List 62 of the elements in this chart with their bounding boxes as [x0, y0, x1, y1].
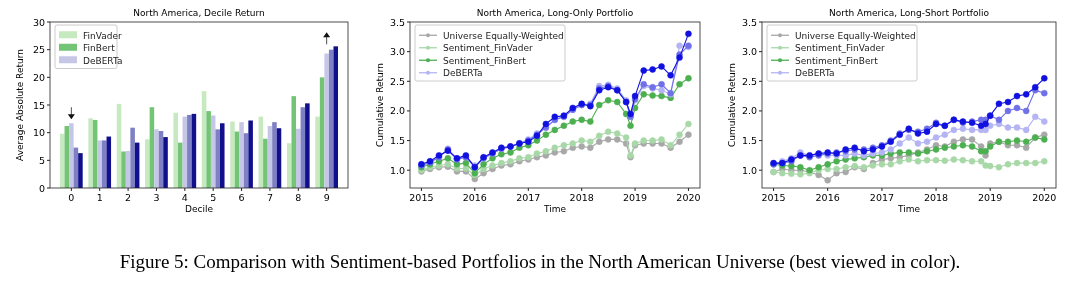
- x-tick-label: 2015: [409, 192, 434, 203]
- y-tick-label: 3.0: [741, 46, 757, 58]
- chart-title: North America, Long-Short Portfolio: [829, 8, 990, 18]
- x-tick-label: 1: [96, 192, 103, 203]
- legend-label: DeBERTa: [83, 55, 123, 66]
- legend-label: FinVader: [83, 30, 122, 41]
- x-tick-label: 2016: [462, 192, 487, 203]
- y-tick-label: 25: [32, 44, 45, 56]
- x-tick-label: 3: [153, 192, 160, 203]
- x-axis-title: Time: [896, 204, 921, 214]
- y-tick-label: 3.0: [389, 46, 405, 58]
- legend-label: Sentiment_FinVader: [443, 43, 533, 54]
- y-tick-label: 2.0: [389, 105, 405, 117]
- y-tick-label: 2.0: [741, 105, 757, 117]
- x-tick-label: 2015: [761, 192, 786, 203]
- y-tick-label: 20: [32, 71, 45, 83]
- y-axis-title: Cumulative Return: [727, 62, 737, 148]
- y-axis-title: Cumulative Return: [375, 62, 385, 148]
- x-tick-label: 2017: [516, 192, 541, 203]
- chart-title: North America, Decile Return: [133, 8, 265, 18]
- x-tick-label: 6: [238, 192, 245, 203]
- x-tick-label: 2019: [622, 192, 648, 203]
- caption: Figure 5: Comparison with Sentiment-based Portfolios in the North American Universe (best viewed in color).: [119, 251, 961, 273]
- y-tick-label: 5: [38, 154, 45, 166]
- y-tick-label: 2.5: [741, 75, 757, 87]
- x-tick-label: 2019: [978, 192, 1003, 203]
- legend-label: DeBERTa: [443, 68, 483, 79]
- x-tick-label: 7: [266, 192, 273, 203]
- legend-label: Sentiment_FinBert: [443, 55, 527, 66]
- x-tick-label: 8: [295, 192, 302, 203]
- x-axis-title: Time: [542, 204, 567, 214]
- y-tick-label: 3.5: [389, 16, 405, 28]
- x-tick-label: 2020: [1032, 192, 1057, 203]
- x-tick-label: 0: [68, 192, 75, 203]
- y-tick-label: 1.0: [389, 164, 405, 176]
- y-tick-label: 2.5: [389, 75, 405, 87]
- x-tick-label: 2018: [569, 192, 594, 203]
- x-tick-label: 5: [210, 192, 217, 203]
- legend-label: FinBert: [83, 43, 116, 54]
- x-tick-label: 2: [125, 192, 132, 203]
- y-tick-label: 0: [38, 182, 45, 194]
- y-tick-label: 15: [32, 99, 45, 111]
- x-tick-label: 2020: [676, 192, 701, 203]
- legend-label: Universe Equally-Weighted: [443, 30, 564, 41]
- y-tick-label: 1.5: [389, 135, 405, 147]
- x-tick-label: 2018: [923, 192, 949, 203]
- y-tick-label: 3.5: [741, 16, 757, 28]
- y-axis-title: Average Absolute Return: [15, 49, 25, 161]
- x-tick-label: 4: [181, 192, 188, 203]
- x-tick-label: 2016: [815, 192, 840, 203]
- legend-label: Sentiment_FinVader: [795, 43, 885, 54]
- y-tick-label: 1.5: [741, 135, 757, 147]
- y-tick-label: 1.0: [741, 164, 757, 176]
- x-tick-label: 9: [323, 192, 330, 203]
- x-tick-label: 2017: [869, 192, 895, 203]
- legend-label: Sentiment_FinBert: [795, 55, 879, 66]
- y-tick-label: 30: [32, 16, 45, 28]
- legend-label: DeBERTa: [795, 68, 835, 79]
- y-tick-label: 10: [32, 127, 45, 139]
- legend-label: Universe Equally-Weighted: [795, 30, 916, 41]
- x-axis-title: Decile: [185, 204, 214, 214]
- chart-title: North America, Long-Only Portfolio: [476, 8, 634, 18]
